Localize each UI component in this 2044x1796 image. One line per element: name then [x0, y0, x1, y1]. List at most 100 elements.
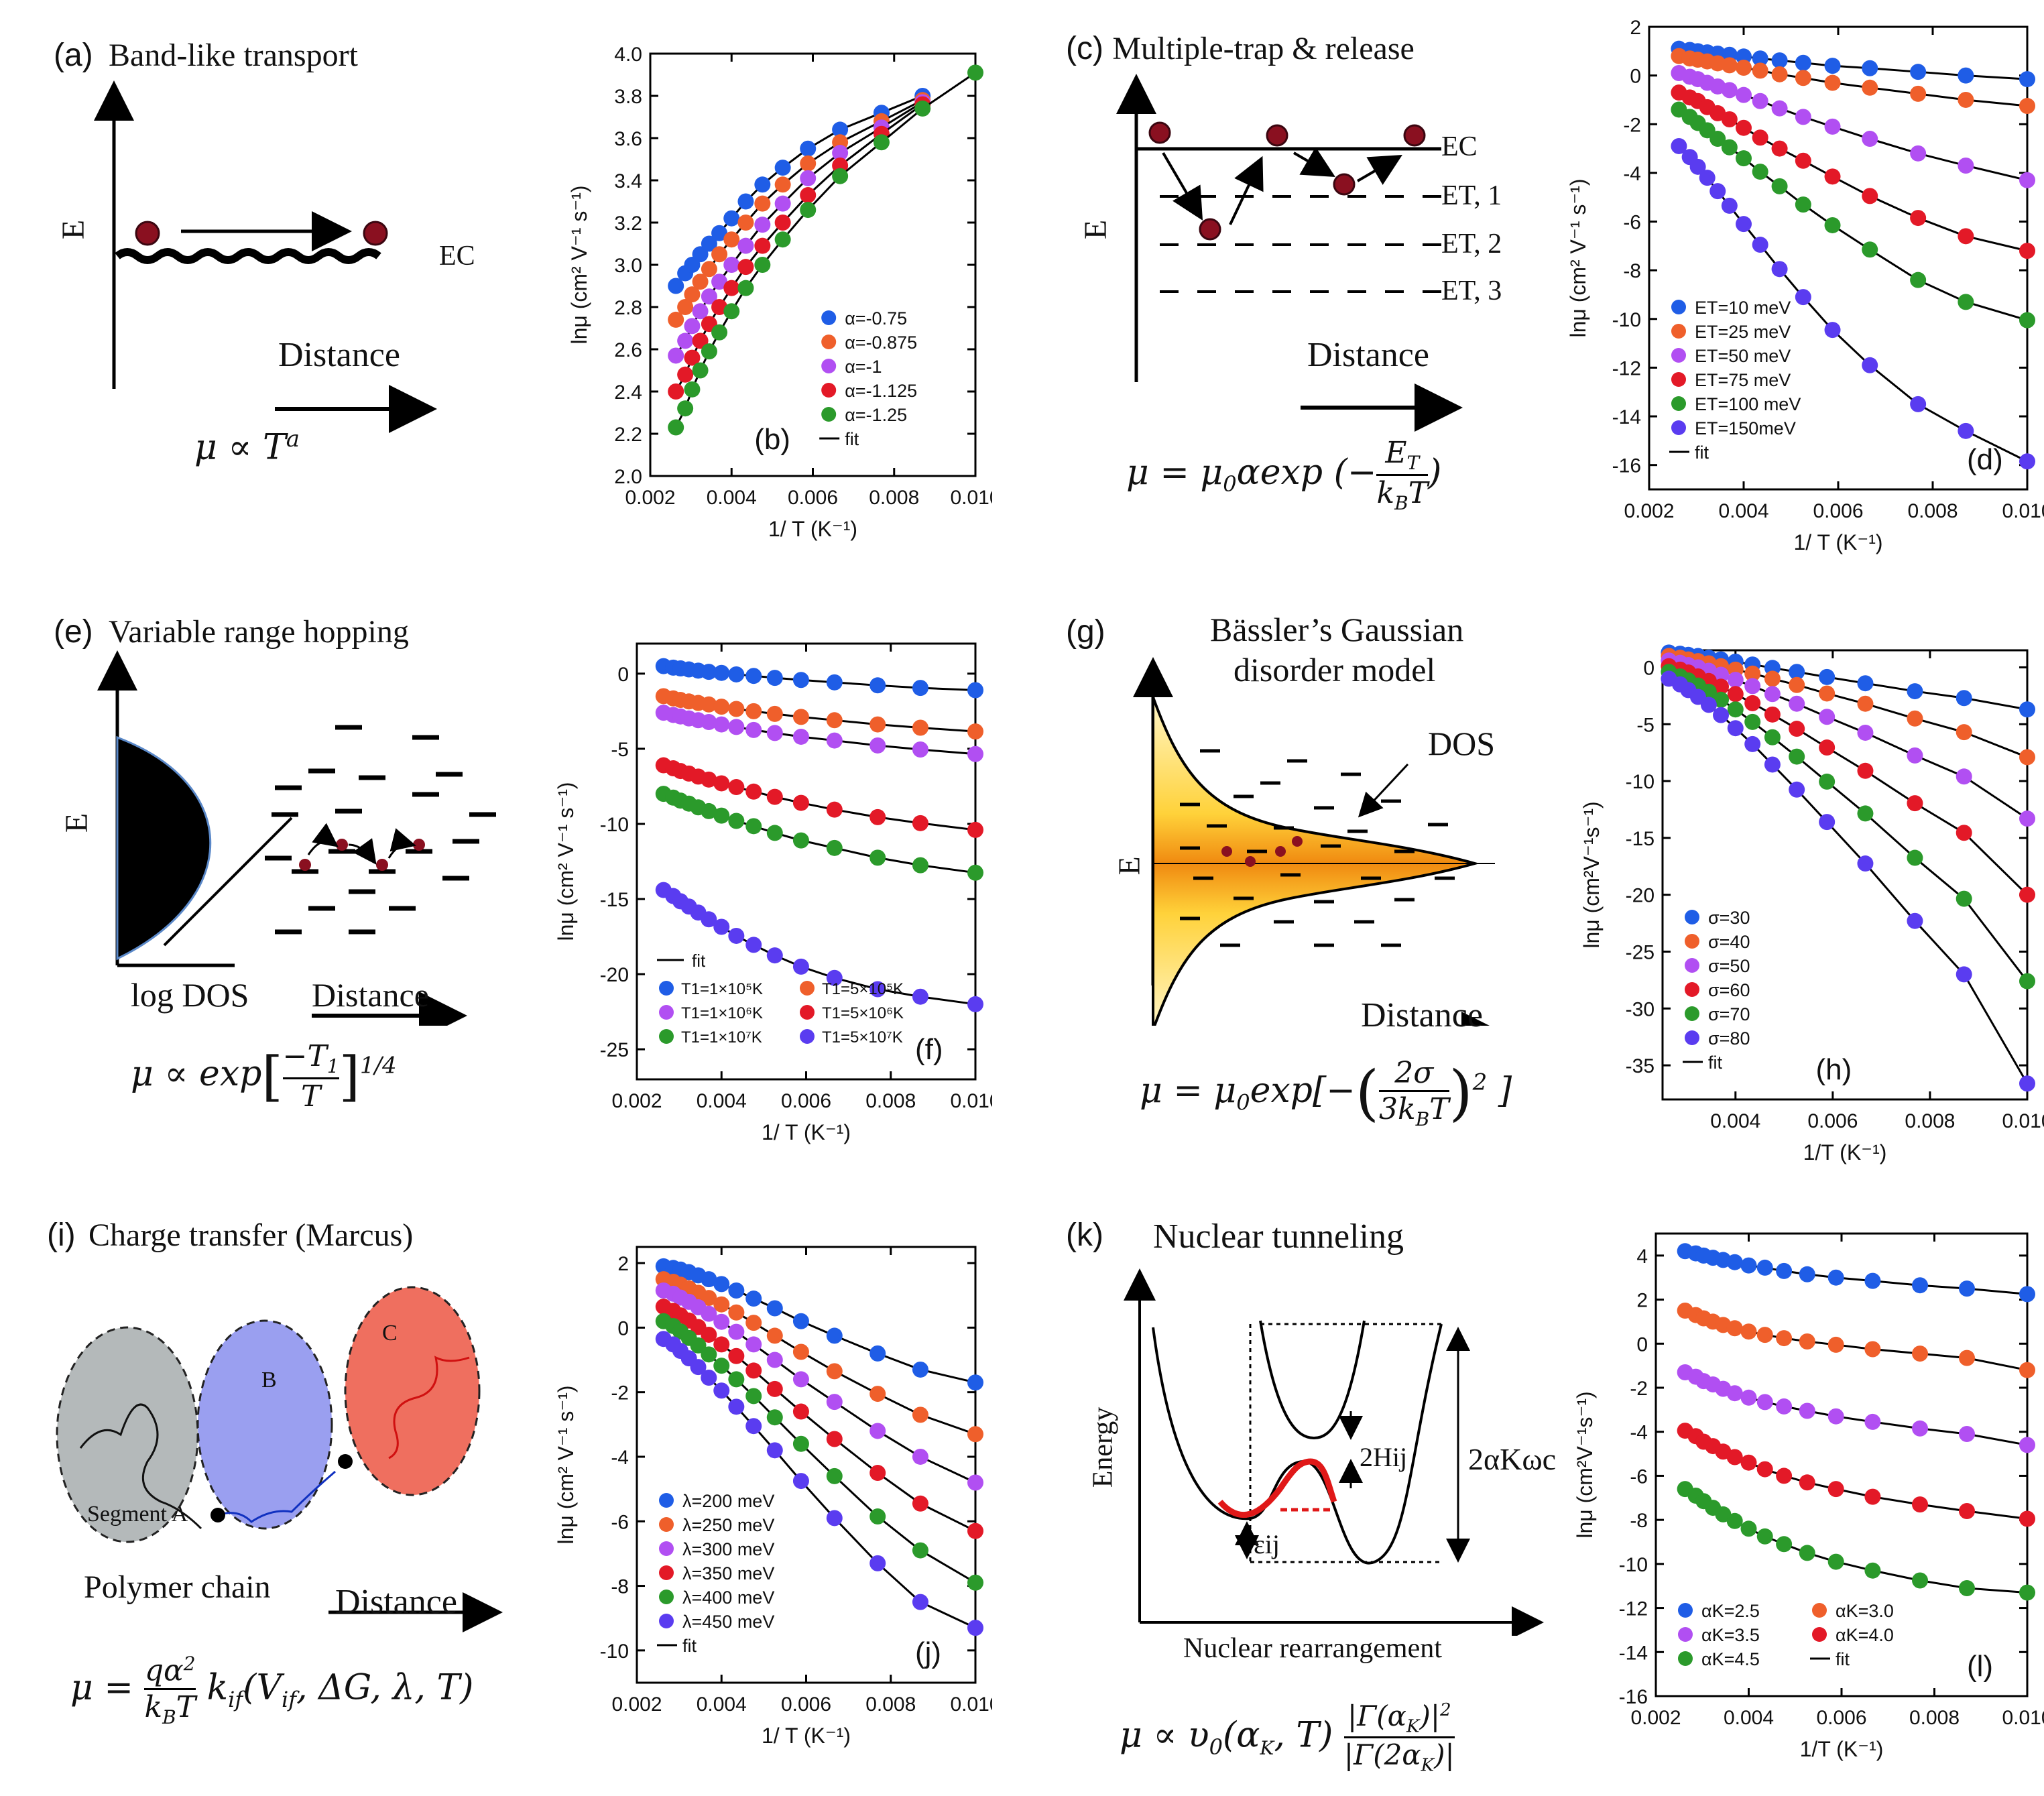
data-point — [668, 383, 684, 400]
y-axis-title: lnμ (cm²V⁻¹s⁻¹) — [1573, 1391, 1597, 1538]
data-point — [774, 215, 791, 231]
data-point — [1824, 74, 1841, 91]
data-point — [745, 1418, 762, 1435]
data-point — [2019, 886, 2035, 903]
trap-arrow — [1292, 147, 1335, 178]
legend-marker — [1671, 372, 1686, 387]
data-point — [1827, 1553, 1844, 1570]
data-point — [1699, 170, 1716, 186]
data-point — [1771, 178, 1788, 194]
y-tick-label: 0 — [617, 664, 629, 686]
data-point — [723, 257, 740, 273]
data-point — [826, 1510, 843, 1526]
data-point — [1799, 1266, 1815, 1282]
formula-c: μ = μ0αexp (− ET kBT) — [1126, 436, 1442, 514]
data-point — [1857, 724, 1874, 741]
legend-label: ET=75 meV — [1695, 370, 1791, 390]
data-point — [1862, 131, 1878, 147]
et1-label: ET, 1 — [1441, 180, 1502, 211]
y-tick-label: -6 — [1623, 212, 1641, 234]
legend-label: σ=60 — [1708, 980, 1750, 1000]
data-point — [745, 1388, 762, 1404]
legend-label: ET=100 meV — [1695, 394, 1801, 414]
y-tick-label: -4 — [611, 1447, 629, 1469]
legend-label: αK=3.0 — [1836, 1601, 1894, 1621]
y-tick-label: -2 — [1623, 114, 1641, 136]
legend-label: σ=70 — [1708, 1004, 1750, 1024]
legend-label: T1=1×10⁷K — [681, 1028, 762, 1046]
data-point — [723, 210, 740, 227]
data-point — [1752, 50, 1768, 67]
legend-label: fit — [845, 429, 859, 449]
data-point — [728, 701, 745, 717]
electron-icon — [1148, 121, 1171, 144]
legend-marker — [821, 383, 837, 398]
data-point — [745, 1291, 762, 1307]
data-point — [701, 802, 717, 819]
y-tick-label: 2 — [1636, 1290, 1648, 1312]
legend-label: fit — [692, 951, 706, 971]
data-point — [713, 1336, 730, 1353]
y-tick-label: -15 — [600, 889, 629, 911]
y-tick-label: -30 — [1626, 998, 1655, 1020]
data-point — [832, 121, 849, 138]
y-tick-label: -12 — [1612, 357, 1641, 379]
data-point — [873, 134, 890, 151]
data-point — [826, 732, 843, 749]
chart-j: 0.002 0.004 0.006 0.008 0.010 2 0 -2 -4 -6 -8 -10 1/… — [554, 1246, 992, 1748]
data-point — [1726, 1320, 1743, 1337]
legend-marker — [659, 1541, 674, 1556]
data-point — [792, 1403, 809, 1420]
distance-label: Distance — [335, 1583, 457, 1621]
y-tick-label: 3.4 — [614, 170, 642, 192]
chart-b: 0.002 0.004 0.006 0.008 0.010 2.0 2.2 2.4 2.6 2.8… — [567, 44, 992, 541]
data-point — [826, 712, 843, 729]
data-point — [745, 783, 762, 800]
legend-marker — [1812, 1627, 1827, 1642]
data-point — [713, 1382, 730, 1399]
data-point — [869, 737, 886, 754]
legend-label: αK=4.0 — [1836, 1625, 1894, 1645]
legend-label: fit — [682, 1636, 697, 1656]
data-point — [728, 1282, 745, 1299]
panel-g-label: (g) — [1066, 614, 1105, 650]
data-point — [737, 215, 754, 231]
electron-icon — [1245, 856, 1256, 867]
data-point — [792, 709, 809, 725]
legend-marker — [1671, 324, 1686, 339]
e-axis-label: E — [56, 219, 92, 240]
fermi-line — [163, 817, 293, 947]
gaussian-disorder-diagram — [1133, 657, 1510, 1026]
et3-label: ET, 3 — [1441, 276, 1502, 306]
hop-site — [211, 1508, 225, 1522]
data-point — [1819, 814, 1836, 831]
data-point — [1736, 150, 1752, 167]
x-tick-label: 0.006 — [788, 487, 838, 509]
panel-c: (c) Multiple-trap & release E EC ET, 1 E… — [1059, 27, 1542, 514]
data-point — [1726, 1512, 1743, 1529]
legend-label: T1=5×10⁶K — [822, 1004, 904, 1022]
data-point — [737, 237, 754, 254]
data-point — [701, 1305, 717, 1322]
segment-b — [196, 1319, 333, 1530]
data-point — [1910, 64, 1927, 80]
data-point — [792, 958, 809, 975]
legend-label: ET=25 meV — [1695, 322, 1791, 342]
data-point — [1736, 86, 1752, 103]
data-point — [792, 1435, 809, 1452]
y-tick-label: -16 — [1619, 1686, 1648, 1708]
data-point — [832, 145, 849, 162]
data-point — [728, 1371, 745, 1388]
band-edge-wavy — [115, 248, 381, 264]
data-point — [1776, 1536, 1793, 1553]
data-point — [1756, 1327, 1773, 1343]
data-point — [1795, 54, 1811, 71]
fit-line — [1685, 1371, 2028, 1446]
data-point — [1713, 707, 1730, 723]
data-point — [1756, 1394, 1773, 1411]
data-point — [1819, 685, 1836, 702]
y-tick-label: 2.2 — [614, 424, 642, 446]
legend-label: λ=400 meV — [682, 1588, 774, 1608]
data-point — [800, 202, 817, 219]
data-point — [1799, 1545, 1815, 1561]
